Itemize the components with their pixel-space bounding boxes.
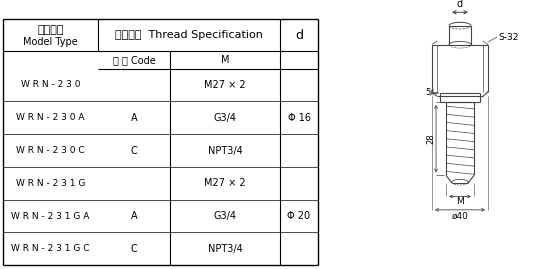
- Text: W R N - 2 3 0 A: W R N - 2 3 0 A: [16, 113, 85, 122]
- Text: W R N - 2 3 0: W R N - 2 3 0: [21, 80, 81, 90]
- Text: C: C: [131, 146, 138, 155]
- Text: G3/4: G3/4: [214, 211, 237, 221]
- Text: M: M: [221, 55, 230, 65]
- Text: 5: 5: [426, 88, 431, 97]
- Text: 28: 28: [426, 133, 435, 144]
- Text: NPT3/4: NPT3/4: [208, 146, 243, 155]
- Text: 型号示例: 型号示例: [38, 26, 64, 36]
- Text: NPT3/4: NPT3/4: [208, 244, 243, 254]
- Text: Model Type: Model Type: [23, 37, 78, 47]
- Text: A: A: [131, 113, 138, 123]
- Text: W R N - 2 3 1 G A: W R N - 2 3 1 G A: [11, 211, 90, 221]
- Text: 代 号 Code: 代 号 Code: [113, 55, 156, 65]
- Text: Φ 20: Φ 20: [287, 211, 311, 221]
- Text: W R N - 2 3 1 G: W R N - 2 3 1 G: [16, 179, 85, 188]
- Text: W R N - 2 3 0 C: W R N - 2 3 0 C: [16, 146, 85, 155]
- Text: M27 × 2: M27 × 2: [204, 178, 246, 188]
- Text: G3/4: G3/4: [214, 113, 237, 123]
- Text: C: C: [131, 244, 138, 254]
- Text: M: M: [456, 197, 464, 206]
- Text: d: d: [295, 29, 303, 42]
- Text: ø40: ø40: [452, 212, 468, 221]
- Text: d: d: [457, 0, 463, 9]
- Text: S-32: S-32: [498, 33, 518, 42]
- Text: 螺纹规格  Thread Specification: 螺纹规格 Thread Specification: [115, 30, 263, 40]
- Text: Φ 16: Φ 16: [288, 113, 311, 123]
- Text: M27 × 2: M27 × 2: [204, 80, 246, 90]
- Text: A: A: [131, 211, 138, 221]
- Text: W R N - 2 3 1 G C: W R N - 2 3 1 G C: [11, 244, 90, 253]
